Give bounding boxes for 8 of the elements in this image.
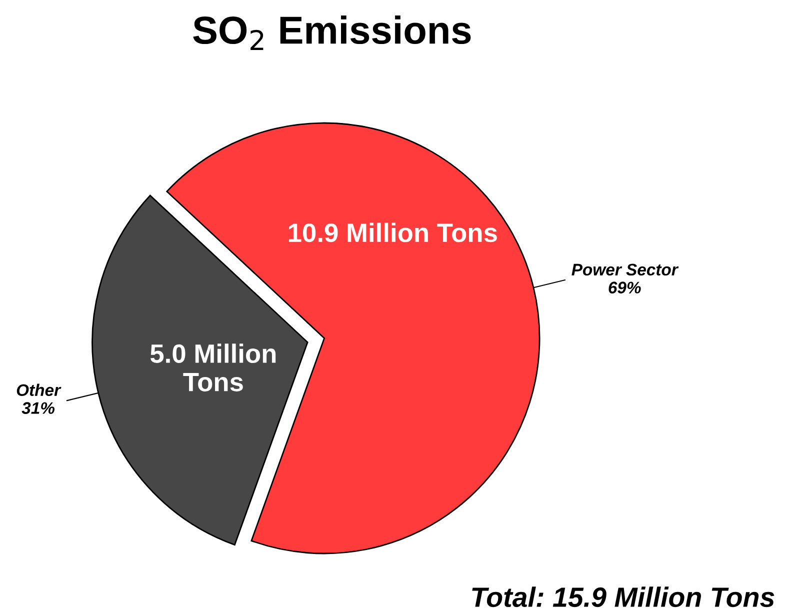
data-label: 5.0 Million Tons — [150, 344, 276, 392]
text: Total: 15.9 Million Tons — [472, 586, 774, 608]
chart-title: SO$_{2}$ Emissions — [193, 15, 471, 50]
slice-label: Other — [16, 384, 62, 396]
data-label: 10.9 Million Tons — [288, 222, 497, 242]
slice-label: Power Sector — [572, 264, 679, 276]
text: 69% — [608, 282, 641, 294]
text: 31% — [22, 402, 55, 414]
